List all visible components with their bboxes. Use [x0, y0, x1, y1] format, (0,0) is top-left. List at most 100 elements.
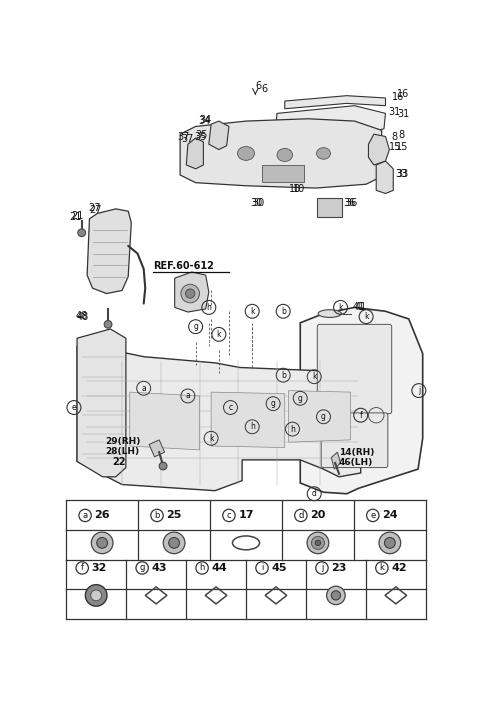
- Text: h: h: [199, 564, 205, 573]
- Polygon shape: [331, 452, 340, 469]
- Text: d: d: [312, 489, 317, 498]
- Text: REF.60-612: REF.60-612: [153, 261, 214, 271]
- Polygon shape: [209, 121, 229, 149]
- Polygon shape: [369, 134, 389, 165]
- Circle shape: [315, 540, 321, 545]
- Ellipse shape: [277, 149, 292, 161]
- Text: 34: 34: [198, 116, 210, 126]
- Polygon shape: [376, 161, 393, 193]
- Text: 8: 8: [392, 132, 398, 142]
- Text: 36: 36: [345, 198, 358, 207]
- Text: 32: 32: [92, 563, 107, 573]
- Text: e: e: [370, 511, 375, 520]
- Text: 45: 45: [271, 563, 287, 573]
- Text: b: b: [281, 307, 286, 315]
- Text: k: k: [364, 312, 368, 321]
- Circle shape: [91, 590, 102, 601]
- Text: 16: 16: [397, 89, 409, 100]
- Circle shape: [85, 585, 107, 606]
- FancyBboxPatch shape: [317, 198, 342, 217]
- Polygon shape: [130, 392, 200, 450]
- Text: 31: 31: [389, 107, 401, 117]
- Text: b: b: [155, 511, 160, 520]
- Text: g: g: [271, 399, 276, 408]
- Text: 41: 41: [355, 303, 367, 313]
- Text: 14(RH): 14(RH): [339, 448, 374, 457]
- Text: j: j: [418, 386, 420, 395]
- Circle shape: [307, 532, 329, 554]
- Text: 22: 22: [113, 457, 126, 468]
- Text: 30: 30: [252, 198, 264, 207]
- Text: k: k: [216, 330, 221, 339]
- Text: 26: 26: [95, 510, 110, 520]
- Text: 10: 10: [289, 184, 301, 194]
- FancyBboxPatch shape: [321, 413, 388, 468]
- Circle shape: [97, 538, 108, 548]
- Ellipse shape: [316, 148, 330, 159]
- Circle shape: [181, 285, 200, 303]
- Text: 24: 24: [382, 510, 398, 520]
- Text: 43: 43: [152, 563, 167, 573]
- Text: 15: 15: [389, 142, 401, 151]
- Text: k: k: [250, 307, 254, 315]
- Circle shape: [159, 462, 167, 470]
- FancyBboxPatch shape: [317, 325, 392, 414]
- Text: c: c: [228, 403, 233, 412]
- Polygon shape: [285, 95, 385, 109]
- Polygon shape: [288, 390, 350, 442]
- Polygon shape: [186, 138, 204, 169]
- Text: g: g: [321, 412, 326, 421]
- Ellipse shape: [238, 147, 254, 161]
- Text: 17: 17: [238, 510, 254, 520]
- Text: 46(LH): 46(LH): [339, 458, 373, 466]
- Polygon shape: [77, 329, 126, 477]
- Polygon shape: [180, 118, 382, 188]
- Text: k: k: [312, 372, 316, 381]
- Text: 6: 6: [262, 84, 268, 94]
- Circle shape: [104, 320, 112, 328]
- Text: h: h: [250, 422, 254, 431]
- Circle shape: [91, 532, 113, 554]
- Text: 27: 27: [88, 203, 100, 213]
- Text: 6: 6: [255, 81, 262, 90]
- Text: b: b: [281, 371, 286, 380]
- Circle shape: [168, 538, 180, 548]
- Text: 10: 10: [292, 184, 305, 194]
- Text: 25: 25: [167, 510, 182, 520]
- Text: 29(RH): 29(RH): [105, 437, 140, 447]
- Text: 21: 21: [71, 211, 83, 221]
- Text: k: k: [380, 564, 384, 573]
- Text: 27: 27: [89, 205, 102, 215]
- Text: 16: 16: [392, 92, 404, 102]
- Text: i: i: [261, 564, 263, 573]
- Text: 21: 21: [69, 212, 82, 222]
- Circle shape: [312, 536, 324, 550]
- Text: 20: 20: [310, 510, 325, 520]
- Polygon shape: [175, 272, 209, 312]
- Circle shape: [379, 532, 401, 554]
- Polygon shape: [149, 440, 165, 457]
- Text: f: f: [360, 411, 362, 420]
- Text: 48: 48: [75, 311, 88, 321]
- Polygon shape: [87, 209, 132, 294]
- Text: 36: 36: [344, 198, 356, 207]
- Text: 33: 33: [396, 168, 408, 179]
- Text: c: c: [227, 511, 231, 520]
- Circle shape: [163, 532, 185, 554]
- Text: 28(LH): 28(LH): [105, 447, 139, 456]
- Text: h: h: [290, 425, 295, 434]
- Text: a: a: [185, 391, 190, 400]
- Text: 8: 8: [398, 130, 404, 140]
- Text: 42: 42: [391, 563, 407, 573]
- Text: j: j: [321, 564, 323, 573]
- Circle shape: [326, 586, 345, 605]
- Text: 35: 35: [195, 130, 207, 140]
- Circle shape: [384, 538, 395, 548]
- Text: 37: 37: [181, 134, 193, 144]
- Text: 30: 30: [251, 198, 263, 207]
- Polygon shape: [211, 392, 285, 447]
- Text: e: e: [72, 403, 76, 412]
- Text: f: f: [81, 564, 84, 573]
- Ellipse shape: [318, 310, 341, 318]
- Circle shape: [186, 289, 195, 298]
